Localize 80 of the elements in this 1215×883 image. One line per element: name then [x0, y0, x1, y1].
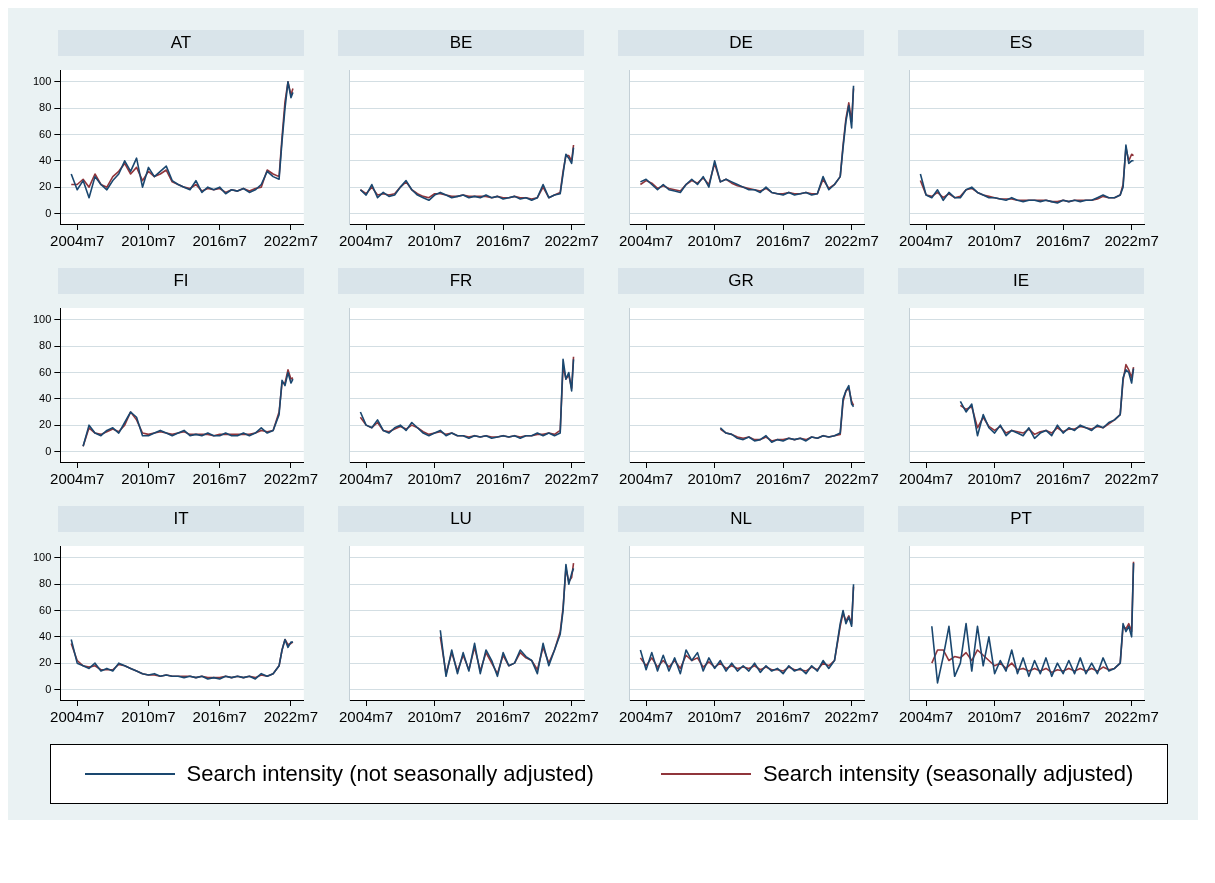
x-tick-label: 2016m7: [1036, 470, 1091, 488]
chart-title: PT: [898, 506, 1144, 532]
y-tick-label: 60: [39, 127, 52, 140]
chart-title: FR: [338, 268, 584, 294]
x-tick-label: 2004m7: [50, 470, 105, 488]
y-tick-label: 80: [39, 101, 52, 114]
x-tick-label: 2022m7: [824, 232, 879, 250]
x-tick-label: 2016m7: [1036, 232, 1091, 250]
y-tick-label: 20: [39, 418, 52, 431]
y-tick-label: 80: [39, 577, 52, 590]
x-tick-label: 2004m7: [618, 470, 674, 488]
chart-title: BE: [338, 30, 584, 56]
y-tick-label: 40: [39, 153, 52, 166]
chart-title: GR: [618, 268, 864, 294]
y-tick-label: 0: [45, 444, 52, 457]
x-tick-label: 2022m7: [544, 708, 599, 726]
x-tick-label: 2010m7: [121, 232, 176, 250]
x-tick-label: 2010m7: [407, 232, 462, 250]
x-tick-label: 2016m7: [756, 232, 811, 250]
x-tick-label: 2016m7: [756, 470, 811, 488]
x-tick-label: 2010m7: [407, 470, 462, 488]
chart-title: IT: [58, 506, 304, 532]
x-tick-label: 2010m7: [687, 708, 742, 726]
y-tick-label: 100: [32, 312, 52, 325]
x-tick-label: 2010m7: [967, 232, 1022, 250]
x-tick-label: 2022m7: [263, 470, 319, 488]
x-tick-label: 2022m7: [263, 708, 319, 726]
y-tick-label: 60: [39, 603, 52, 616]
y-tick-label: 60: [39, 365, 52, 378]
x-tick-label: 2004m7: [50, 232, 105, 250]
chart-title: ES: [898, 30, 1144, 56]
chart-title: LU: [338, 506, 584, 532]
x-tick-label: 2004m7: [50, 708, 105, 726]
x-tick-label: 2016m7: [192, 470, 247, 488]
x-tick-label: 2004m7: [898, 470, 954, 488]
x-tick-label: 2022m7: [824, 708, 879, 726]
x-tick-label: 2022m7: [1104, 470, 1159, 488]
x-tick-label: 2004m7: [898, 708, 954, 726]
x-tick-label: 2004m7: [338, 232, 394, 250]
x-tick-label: 2010m7: [407, 708, 462, 726]
x-tick-label: 2022m7: [1104, 708, 1159, 726]
y-tick-label: 20: [39, 656, 52, 669]
chart-title: DE: [618, 30, 864, 56]
x-tick-label: 2004m7: [618, 708, 674, 726]
x-tick-label: 2004m7: [338, 708, 394, 726]
x-tick-label: 2010m7: [967, 470, 1022, 488]
x-tick-label: 2016m7: [476, 470, 531, 488]
legend-label: Search intensity (not seasonally adjusted): [186, 761, 594, 787]
y-tick-label: 80: [39, 339, 52, 352]
x-tick-label: 2010m7: [687, 232, 742, 250]
x-tick-label: 2022m7: [1104, 232, 1159, 250]
y-tick-label: 20: [39, 180, 52, 193]
chart-title: IE: [898, 268, 1144, 294]
x-tick-label: 2016m7: [756, 708, 811, 726]
chart-title: AT: [58, 30, 304, 56]
x-tick-label: 2010m7: [121, 470, 176, 488]
chart-title: NL: [618, 506, 864, 532]
legend-label: Search intensity (seasonally adjusted): [762, 761, 1134, 787]
y-tick-label: 100: [32, 550, 52, 563]
y-tick-label: 40: [39, 629, 52, 642]
x-tick-label: 2016m7: [1036, 708, 1091, 726]
x-tick-label: 2022m7: [263, 232, 319, 250]
x-tick-label: 2004m7: [898, 232, 954, 250]
x-tick-label: 2022m7: [824, 470, 879, 488]
x-tick-label: 2010m7: [121, 708, 176, 726]
y-tick-label: 100: [32, 74, 52, 87]
x-tick-label: 2022m7: [544, 470, 599, 488]
x-tick-label: 2016m7: [192, 232, 247, 250]
x-tick-label: 2004m7: [618, 232, 674, 250]
y-tick-label: 0: [45, 206, 52, 219]
x-tick-label: 2010m7: [687, 470, 742, 488]
y-tick-label: 0: [45, 682, 52, 695]
x-tick-label: 2004m7: [338, 470, 394, 488]
x-tick-label: 2022m7: [544, 232, 599, 250]
y-tick-label: 40: [39, 391, 52, 404]
x-tick-label: 2016m7: [476, 708, 531, 726]
x-tick-label: 2016m7: [476, 232, 531, 250]
x-tick-label: 2016m7: [192, 708, 247, 726]
chart-title: FI: [58, 268, 304, 294]
x-tick-label: 2010m7: [967, 708, 1022, 726]
